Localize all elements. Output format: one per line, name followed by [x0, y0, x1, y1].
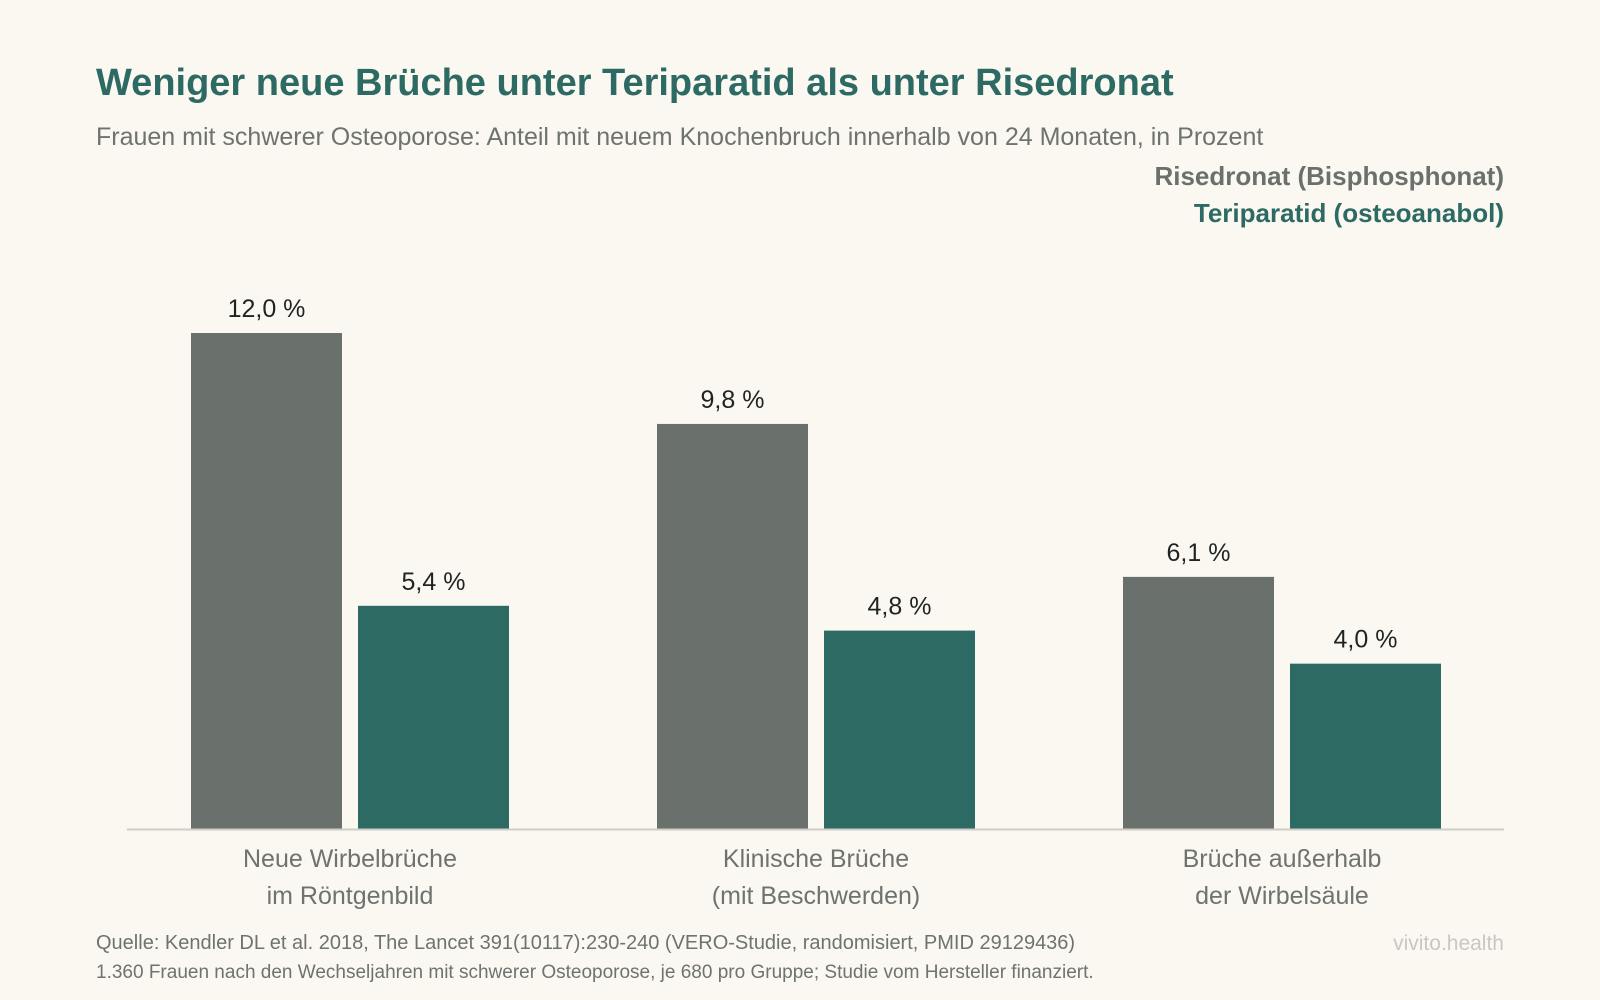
- legend: Risedronat (Bisphosphonat) Teriparatid (…: [1154, 158, 1504, 232]
- data-label-risedronat-0: 12,0 %: [228, 295, 306, 323]
- data-label-teriparatid-1: 4,8 %: [868, 593, 932, 621]
- bar-risedronat-0: [191, 333, 342, 829]
- study-note: 1.360 Frauen nach den Wechseljahren mit …: [96, 962, 1094, 983]
- brand-link[interactable]: vivito.health: [1393, 932, 1504, 955]
- data-label-teriparatid-2: 4,0 %: [1334, 626, 1398, 654]
- data-label-risedronat-2: 6,1 %: [1167, 539, 1231, 567]
- category-label-2: Brüche außerhalb der Wirbelsäule: [1182, 845, 1382, 910]
- bar-teriparatid-2: [1290, 663, 1441, 829]
- source-text: Quelle: Kendler DL et al. 2018, The Lanc…: [96, 932, 1076, 954]
- category-label-1: Klinische Brüche (mit Beschwerden): [711, 845, 921, 910]
- data-label-teriparatid-0: 5,4 %: [402, 568, 466, 596]
- data-label-risedronat-1: 9,8 %: [701, 386, 765, 414]
- category-label-0: Neue Wirbelbrüche im Röntgenbild: [243, 845, 457, 910]
- bar-teriparatid-0: [358, 605, 509, 829]
- bar-risedronat-1: [657, 423, 808, 829]
- bar-risedronat-2: [1123, 576, 1274, 829]
- chart-title: Weniger neue Brüche unter Teriparatid al…: [96, 62, 1174, 104]
- chart-subtitle: Frauen mit schwerer Osteoporose: Anteil …: [96, 123, 1264, 151]
- bar-teriparatid-1: [824, 630, 975, 829]
- legend-item-risedronat: Risedronat (Bisphosphonat): [1154, 161, 1504, 191]
- legend-item-teriparatid: Teriparatid (osteoanabol): [1193, 198, 1504, 228]
